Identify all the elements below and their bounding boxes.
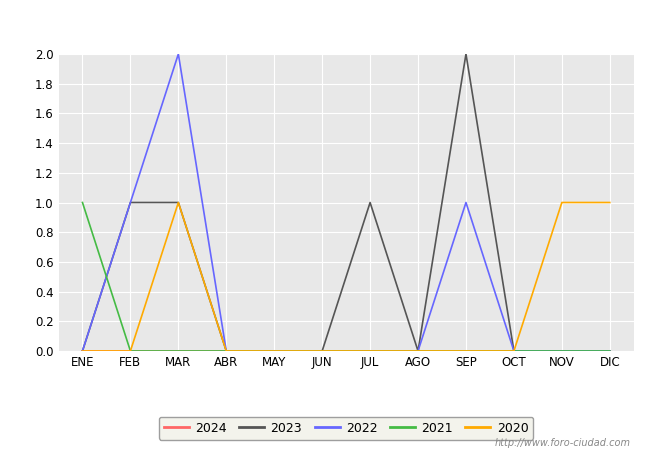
- Text: Matriculaciones de Vehiculos en Alcoroches: Matriculaciones de Vehiculos en Alcoroch…: [144, 14, 506, 33]
- Text: http://www.foro-ciudad.com: http://www.foro-ciudad.com: [495, 438, 630, 448]
- Legend: 2024, 2023, 2022, 2021, 2020: 2024, 2023, 2022, 2021, 2020: [159, 417, 534, 440]
